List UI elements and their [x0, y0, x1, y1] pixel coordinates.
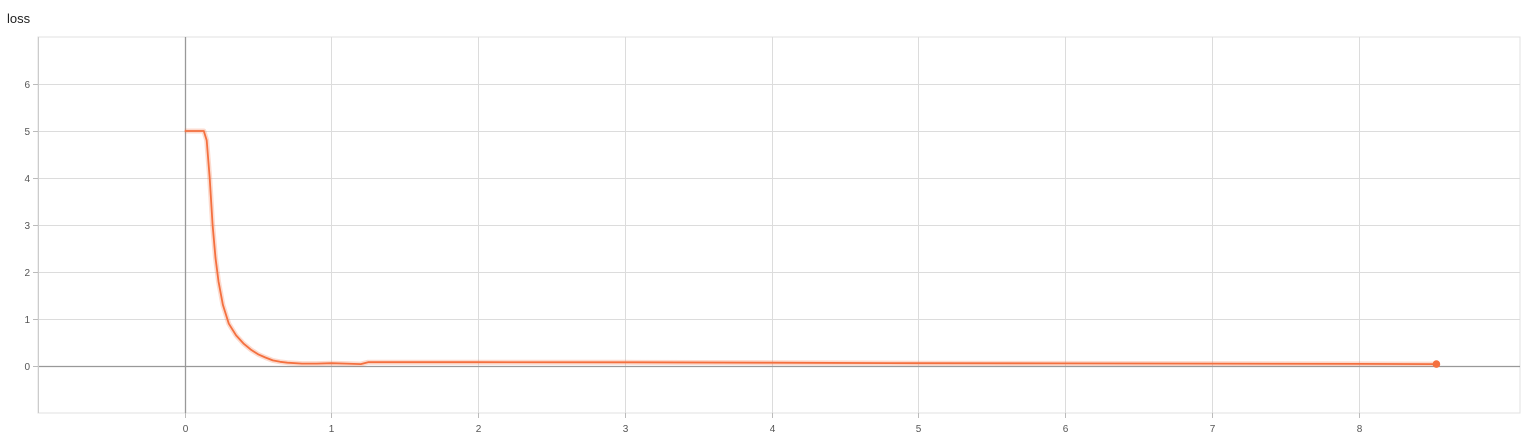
- y-tick-label: 6: [24, 80, 30, 91]
- series-line: [184, 130, 1437, 366]
- x-tick-label: 0: [183, 424, 189, 435]
- series-end-point: [1432, 360, 1441, 368]
- y-tick-label: 4: [24, 174, 30, 185]
- series-band: [184, 128, 1437, 367]
- y-tick-label: 3: [24, 221, 30, 232]
- y-tick-label: 0: [24, 362, 30, 373]
- x-tick-label: 2: [476, 424, 482, 435]
- x-tick-label: 8: [1357, 424, 1363, 435]
- y-tick-labels: 0 1 2 3 4 5 6: [24, 80, 30, 373]
- grid: [37, 36, 1521, 414]
- x-tick-label: 5: [916, 424, 922, 435]
- x-tick-label: 6: [1063, 424, 1069, 435]
- x-tick-label: 4: [770, 424, 776, 435]
- x-tick-label: 1: [329, 424, 335, 435]
- axes: [33, 37, 1520, 418]
- x-tick-label: 3: [623, 424, 629, 435]
- y-tick-label: 2: [24, 268, 30, 279]
- x-tick-label: 7: [1210, 424, 1216, 435]
- x-tick-labels: 0 1 2 3 4 5 6 7 8: [183, 424, 1363, 435]
- series-layer: [184, 128, 1441, 368]
- chart-title: loss: [7, 11, 31, 26]
- y-tick-label: 5: [24, 127, 30, 138]
- y-tick-label: 1: [24, 315, 30, 326]
